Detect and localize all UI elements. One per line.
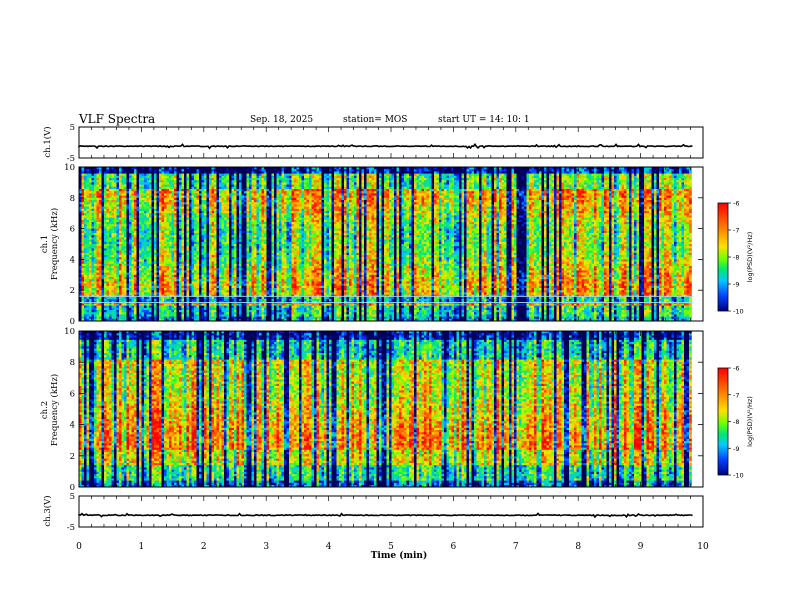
ch2-colorbar-tick: -10 xyxy=(733,472,744,480)
x-tick-label: 8 xyxy=(575,542,581,552)
ch2-spec-cells xyxy=(79,331,692,488)
ch2-spec-ytick: 8 xyxy=(70,358,75,368)
ch1-spec-ytick: 10 xyxy=(64,163,75,173)
ch1-colorbar-tick: -10 xyxy=(733,308,744,316)
ch1-colorbar-tick: -9 xyxy=(733,281,739,289)
x-tick-label: 4 xyxy=(326,542,332,552)
ch3-waveform-panel: 5 -5 xyxy=(67,492,704,533)
x-tick-label: 1 xyxy=(139,542,145,552)
ch2-colorbar: -6 -7 -8 -9 -10 log(PSD)(V²/Hz) xyxy=(717,365,754,480)
ch1-spec-cells xyxy=(79,167,692,322)
ch3-wave-trace xyxy=(78,512,693,519)
ch1-colorbar-bar xyxy=(717,202,729,312)
ch2-colorbar-label: log(PSD)(V²/Hz) xyxy=(746,396,754,447)
x-tick-label: 2 xyxy=(201,542,207,552)
ch2-spectrogram-panel: 0 2 4 6 8 10 xyxy=(64,327,704,493)
ch1-spectrogram-panel: 0 2 4 6 8 10 xyxy=(64,163,704,327)
ch2-spec-ytick: 10 xyxy=(64,327,75,337)
x-tick-label: 6 xyxy=(451,542,457,552)
ch2-spec-ylabel-b: Frequency (kHz) xyxy=(49,374,60,446)
ch3-wave-ylabel: ch.3(V) xyxy=(42,495,53,526)
x-tick-label: 5 xyxy=(388,542,394,552)
ch3-wave-ytick: -5 xyxy=(67,523,75,533)
ch1-spec-ytick: 8 xyxy=(70,194,75,204)
x-axis-label: Time (min) xyxy=(371,550,428,561)
x-tick-label: 0 xyxy=(76,542,82,552)
ch2-colorbar-tick: -6 xyxy=(733,365,739,373)
chart-title: VLF Spectra xyxy=(79,112,155,126)
ch2-spec-ytick: 4 xyxy=(70,421,75,431)
ch2-colorbar-tick: -9 xyxy=(733,445,739,453)
ch1-colorbar-tick: -7 xyxy=(733,227,739,235)
date-label: Sep. 18, 2025 xyxy=(250,115,313,125)
ch2-spec-ylabel-a: ch.2 xyxy=(40,401,50,419)
ch2-spec-ytick: 6 xyxy=(70,389,75,399)
x-tick-label: 10 xyxy=(697,542,709,552)
ch3-wave-ytick: 5 xyxy=(70,492,75,502)
ch1-spec-ytick: 4 xyxy=(70,255,75,265)
ch1-wave-ytick: 5 xyxy=(70,123,75,133)
ch2-spec-ytick: 0 xyxy=(70,483,75,493)
ch1-colorbar-label: log(PSD)(V²/Hz) xyxy=(746,232,754,283)
ch1-colorbar-tick: -8 xyxy=(733,254,739,262)
ch1-wave-ytick: -5 xyxy=(67,154,75,164)
ch1-spec-ylabel-b: Frequency (kHz) xyxy=(49,208,60,280)
ch2-spec-ytick: 2 xyxy=(70,452,75,462)
x-tick-label: 3 xyxy=(263,542,269,552)
ch1-spec-ytick: 0 xyxy=(70,317,75,327)
ch1-wave-ylabel: ch.1(V) xyxy=(42,126,53,157)
ch2-colorbar-tick: -8 xyxy=(733,418,739,426)
x-tick-label: 7 xyxy=(513,542,519,552)
ch1-spec-ytick: 2 xyxy=(70,286,75,296)
station-label: station= MOS xyxy=(343,115,407,125)
ch1-waveform-panel: 5 -5 xyxy=(67,123,704,164)
ch1-spec-ytick: 6 xyxy=(70,225,75,235)
ch2-colorbar-bar xyxy=(717,367,729,476)
ch1-colorbar: -6 -7 -8 -9 -10 log(PSD)(V²/Hz) xyxy=(717,200,754,316)
x-tick-label: 9 xyxy=(638,542,644,552)
ch1-wave-trace xyxy=(78,143,693,150)
start-time-label: start UT = 14: 10: 1 xyxy=(438,115,530,125)
x-axis: 0 1 2 3 4 5 6 7 8 9 10 xyxy=(76,542,709,552)
ch1-spec-ylabel-a: ch.1 xyxy=(40,235,50,253)
ch2-colorbar-tick: -7 xyxy=(733,391,739,399)
ch1-colorbar-tick: -6 xyxy=(733,200,739,208)
